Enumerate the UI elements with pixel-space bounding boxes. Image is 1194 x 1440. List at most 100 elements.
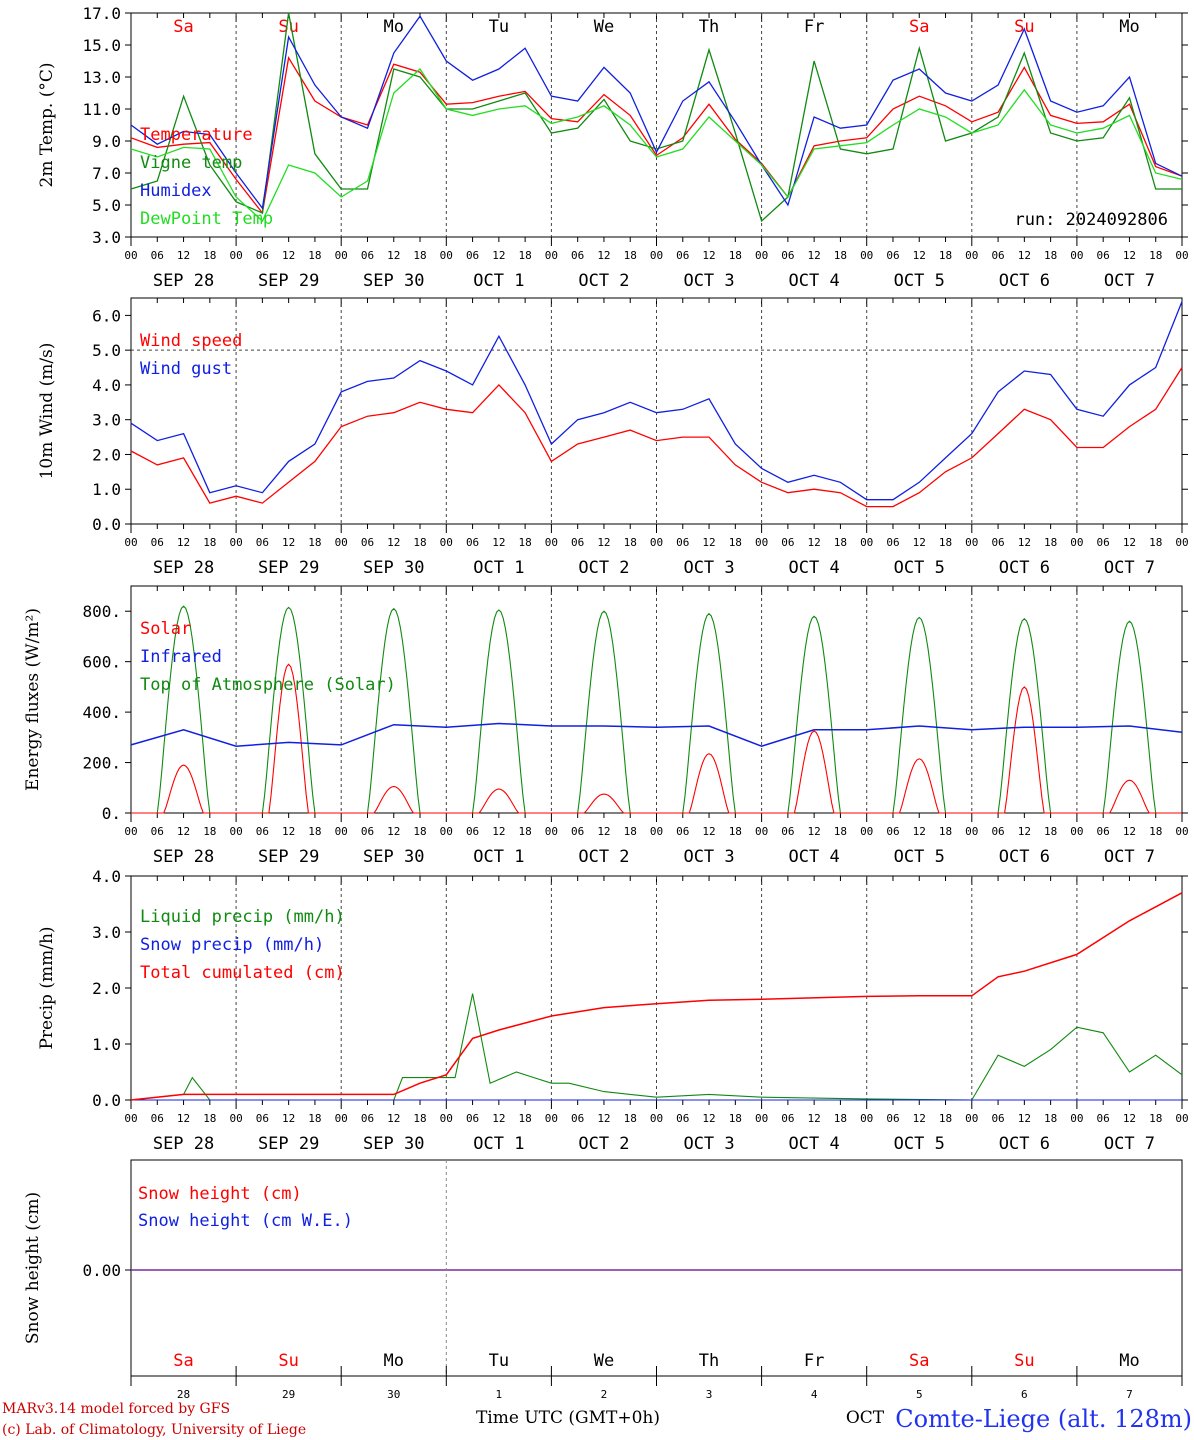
x-tick-label: 12	[492, 1112, 505, 1125]
x-tick-label: 00	[965, 1112, 978, 1125]
x-tick-label: 18	[834, 536, 847, 549]
day-abbr: Mo	[1119, 17, 1139, 37]
x-tick-label: 06	[466, 1112, 479, 1125]
y-tick-label: 2.0	[92, 445, 121, 464]
x-tick-label: 00	[1175, 825, 1188, 838]
x-tick-label: 12	[492, 249, 505, 262]
y-tick-label: 17.0	[82, 4, 121, 23]
legend-entry: Wind speed	[140, 331, 242, 351]
x-tick-label: 06	[991, 249, 1004, 262]
x-tick-label: 06	[1097, 249, 1110, 262]
x-tick-label: 06	[991, 825, 1004, 838]
x-tick-label: 18	[1044, 825, 1057, 838]
date-label: OCT 3	[683, 1134, 734, 1154]
x-tick-label: 12	[597, 1112, 610, 1125]
day-abbr: We	[594, 1351, 614, 1371]
x-tick-label: 12	[702, 1112, 715, 1125]
x-tick-label: 18	[729, 249, 742, 262]
x-tick-label: 06	[151, 536, 164, 549]
legend-entry: Top of Atmosphere (Solar)	[140, 675, 396, 695]
x-tick-label: 06	[466, 249, 479, 262]
run-note: run: 2024092806	[1014, 210, 1168, 230]
x-tick-label: 12	[387, 249, 400, 262]
series-line-vigne-temp	[130, 12, 1182, 223]
x-tick-label: 06	[466, 825, 479, 838]
day-abbr: Sa	[909, 17, 929, 37]
series-line-humidex	[130, 15, 1183, 210]
x-tick-label: 06	[676, 1112, 689, 1125]
day-abbr: Mo	[1119, 1351, 1139, 1371]
day-number: 2	[601, 1388, 608, 1401]
x-tick-label: 06	[886, 249, 899, 262]
x-tick-label: 18	[1149, 825, 1162, 838]
x-tick-label: 12	[387, 536, 400, 549]
x-tick-label: 06	[991, 1112, 1004, 1125]
legend-entry: Vigne temp	[140, 153, 242, 173]
y-tick-label: 400.	[82, 703, 121, 722]
x-tick-label: 06	[1097, 825, 1110, 838]
y-tick-label: 9.0	[92, 132, 121, 151]
y-tick-label: 11.0	[82, 100, 121, 119]
x-tick-label: 18	[1149, 1112, 1162, 1125]
y-axis-label: Energy fluxes (W/m²)	[23, 608, 43, 791]
legend-entry: Temperature	[140, 125, 253, 145]
y-tick-label: 600.	[82, 653, 121, 672]
x-tick-label: 00	[229, 249, 242, 262]
series-line-dewpoint-temp	[130, 68, 1183, 223]
y-tick-label: 2.0	[92, 979, 121, 998]
x-tick-label: 06	[256, 825, 269, 838]
x-tick-label: 06	[676, 825, 689, 838]
x-tick-label: 06	[676, 536, 689, 549]
x-tick-label: 00	[440, 249, 453, 262]
date-label: SEP 30	[363, 271, 424, 291]
date-label: OCT 2	[578, 271, 629, 291]
y-tick-label: 6.0	[92, 306, 121, 325]
x-tick-label: 18	[203, 536, 216, 549]
date-label: SEP 28	[153, 558, 214, 578]
x-tick-label: 12	[808, 249, 821, 262]
x-tick-label: 12	[282, 825, 295, 838]
x-tick-label: 18	[203, 249, 216, 262]
date-label: OCT 7	[1104, 1134, 1155, 1154]
x-tick-label: 06	[1097, 1112, 1110, 1125]
day-number: 4	[811, 1388, 818, 1401]
date-label: SEP 29	[258, 847, 319, 867]
day-number: 5	[916, 1388, 923, 1401]
x-tick-label: 18	[1149, 536, 1162, 549]
y-tick-label: 13.0	[82, 68, 121, 87]
x-tick-label: 00	[1175, 249, 1188, 262]
day-abbr: Mo	[384, 1351, 404, 1371]
legend-entry: DewPoint Temp	[140, 209, 273, 229]
legend-entry: Total cumulated (cm)	[140, 963, 345, 983]
day-abbr: Sa	[909, 1351, 929, 1371]
x-tick-label: 18	[1044, 536, 1057, 549]
x-tick-label: 18	[939, 1112, 952, 1125]
day-abbr: Su	[278, 17, 298, 37]
date-label: OCT 6	[999, 1134, 1050, 1154]
x-tick-label: 18	[519, 249, 532, 262]
date-label: OCT 5	[894, 558, 945, 578]
y-tick-label: 1.0	[92, 480, 121, 499]
day-abbr: Th	[699, 17, 719, 37]
x-tick-label: 00	[1070, 1112, 1083, 1125]
x-tick-label: 00	[860, 536, 873, 549]
x-tick-label: 18	[834, 1112, 847, 1125]
date-label: OCT 3	[683, 271, 734, 291]
date-label: SEP 28	[153, 271, 214, 291]
x-tick-label: 00	[1070, 825, 1083, 838]
x-tick-label: 00	[965, 825, 978, 838]
x-tick-label: 12	[1123, 536, 1136, 549]
legend-entry: Snow height (cm W.E.)	[138, 1211, 353, 1231]
y-tick-label: 4.0	[92, 376, 121, 395]
day-abbr: Fr	[804, 1351, 824, 1371]
x-tick-label: 12	[702, 249, 715, 262]
x-tick-label: 18	[624, 249, 637, 262]
x-tick-label: 06	[361, 825, 374, 838]
x-tick-label: 18	[1044, 1112, 1057, 1125]
x-tick-label: 00	[1070, 536, 1083, 549]
legend-entry: Snow height (cm)	[138, 1184, 302, 1204]
x-tick-label: 18	[939, 825, 952, 838]
x-tick-label: 06	[991, 536, 1004, 549]
x-tick-label: 00	[335, 1112, 348, 1125]
x-tick-label: 12	[597, 825, 610, 838]
